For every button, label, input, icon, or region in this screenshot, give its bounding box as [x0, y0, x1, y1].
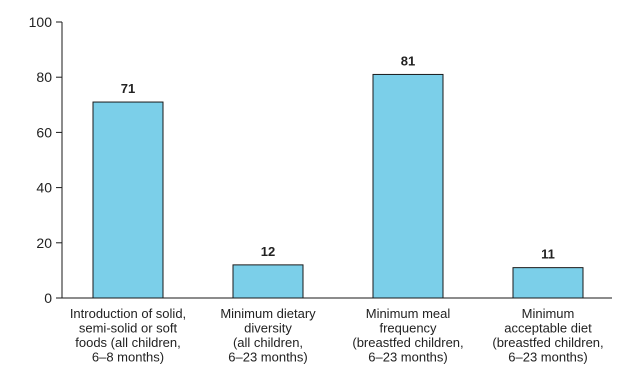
category-label-line: Introduction of solid, [70, 306, 186, 321]
category-label-line: foods (all children, [75, 335, 181, 350]
category-label-line: 6–23 months) [368, 350, 448, 365]
category-label: Minimum acceptable diet (breastfed childre… [492, 306, 603, 365]
category-label: Minimum dietary diversity (all children, 6–… [220, 306, 316, 365]
bar [372, 73, 444, 299]
category-label: Minimum meal frequency (breastfed children… [352, 306, 463, 365]
category-label-line: 6–23 months) [508, 350, 588, 365]
y-tick-label: 0 [44, 290, 52, 306]
bar-value-label: 81 [401, 53, 415, 68]
category-label-line: (all children, [233, 335, 303, 350]
category-label-line: (breastfed children, [352, 335, 463, 350]
category-label-line: acceptable diet [504, 321, 592, 336]
y-tick-label: 20 [36, 235, 52, 251]
bar [232, 264, 304, 299]
category-label: Introduction of solid, semi-solid or soft… [70, 306, 186, 365]
bar [512, 267, 584, 299]
value-labels-group: 71 12 81 11 [121, 53, 555, 261]
y-tick-label: 80 [36, 69, 52, 85]
category-label-line: Minimum meal [366, 306, 451, 321]
y-axis: 0 20 40 60 80 100 [29, 14, 63, 306]
category-label-line: 6–8 months) [92, 350, 164, 365]
category-label-line: (breastfed children, [492, 335, 603, 350]
y-tick-label: 40 [36, 180, 52, 196]
y-tick-label: 60 [36, 124, 52, 140]
category-label-line: Minimum dietary [220, 306, 316, 321]
x-axis: Introduction of solid, semi-solid or soft… [62, 297, 612, 365]
category-label-line: 6–23 months) [228, 350, 308, 365]
category-label-line: diversity [244, 321, 292, 336]
category-label-line: semi-solid or soft [79, 321, 178, 336]
category-label-line: Minimum [522, 306, 575, 321]
category-label-line: frequency [379, 321, 437, 336]
bars-group [92, 73, 584, 299]
bar-value-label: 12 [261, 244, 275, 259]
bar [92, 101, 164, 299]
bar-value-label: 71 [121, 81, 135, 96]
y-tick-label: 100 [29, 14, 53, 30]
bar-value-label: 11 [541, 247, 555, 262]
